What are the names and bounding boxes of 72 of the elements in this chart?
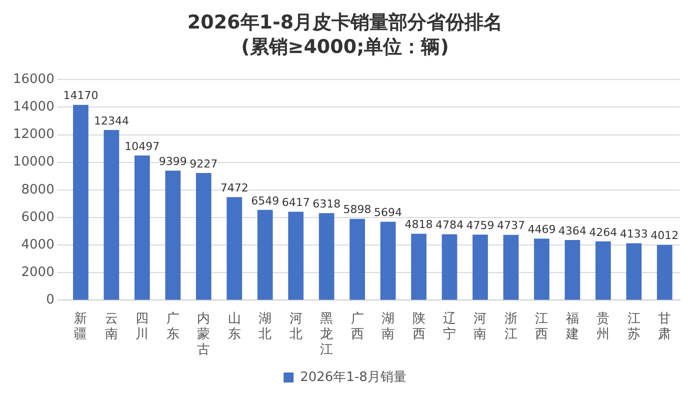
bar (656, 244, 672, 300)
data-label: 6318 (312, 197, 341, 210)
bar (472, 234, 488, 300)
data-label: 7472 (220, 182, 248, 195)
chart-title: 2026年1-8月皮卡销量部分省份排名 (187, 11, 503, 34)
data-label: 4012 (650, 229, 679, 242)
y-tick-label: 6000 (21, 210, 54, 225)
bar (626, 243, 642, 300)
bar (318, 213, 334, 300)
bar (534, 238, 550, 300)
data-label: 9227 (190, 157, 218, 170)
data-label: 4737 (496, 219, 525, 232)
x-tick-label: 河北 (289, 311, 302, 342)
x-tick-label: 内蒙古 (197, 311, 210, 358)
data-label: 10497 (124, 140, 160, 153)
x-tick-label: 四川 (136, 311, 149, 342)
bar (165, 170, 181, 300)
bar (411, 234, 426, 300)
data-label: 4784 (436, 218, 464, 232)
bar (196, 172, 212, 300)
x-tick-label: 浙江 (504, 311, 518, 342)
x-tick-label: 山东 (228, 311, 241, 342)
bar (564, 240, 580, 300)
bar (442, 234, 458, 300)
x-tick-label: 广东 (166, 311, 180, 342)
bar (257, 210, 273, 300)
legend-label: 2026年1-8月销量 (300, 370, 406, 385)
bar (350, 218, 365, 300)
x-tick-label: 福建 (564, 311, 579, 342)
bar (226, 197, 242, 300)
y-tick-label: 8000 (21, 182, 54, 198)
x-tick-label: 黑龙江 (320, 311, 334, 358)
y-tick-label: 14000 (12, 100, 54, 115)
y-tick-label: 4000 (21, 237, 54, 252)
data-label: 14170 (63, 89, 98, 102)
bar (73, 104, 88, 300)
x-tick-label: 陕西 (412, 311, 426, 342)
y-tick-label: 12000 (12, 127, 54, 142)
data-label: 5694 (374, 206, 402, 220)
chart-subtitle: (累销≥4000;单位：辆) (241, 36, 449, 58)
x-tick-label: 广西 (350, 311, 364, 342)
data-label: 12344 (94, 114, 129, 128)
bar (380, 222, 396, 300)
data-label: 4818 (404, 218, 433, 232)
data-label: 4264 (589, 226, 618, 239)
data-label: 6549 (251, 194, 280, 208)
x-tick-label: 湖北 (258, 311, 272, 342)
data-label: 4133 (620, 228, 648, 241)
x-tick-label: 贵州 (596, 311, 610, 342)
bar (134, 155, 150, 300)
x-tick-label: 江苏 (627, 311, 640, 342)
x-tick-label: 甘肃 (658, 311, 672, 342)
x-tick-label: 新疆 (74, 311, 88, 342)
y-tick-label: 16000 (12, 72, 54, 87)
data-label: 4364 (558, 224, 586, 238)
bar (503, 234, 519, 300)
x-tick-label: 辽宁 (443, 311, 456, 342)
data-label: 4759 (466, 218, 494, 232)
bar (595, 241, 611, 300)
bar (104, 130, 120, 300)
x-tick-label: 云南 (104, 311, 118, 342)
data-label: 5898 (343, 203, 372, 216)
data-label: 6417 (282, 196, 310, 210)
x-tick-label: 河南 (474, 311, 487, 342)
y-tick-label: 2000 (21, 265, 54, 280)
bar (288, 212, 304, 300)
x-tick-label: 湖南 (382, 311, 395, 342)
x-tick-label: 江西 (535, 311, 548, 342)
y-tick-label: 10000 (12, 154, 54, 170)
data-label: 9399 (158, 154, 187, 168)
y-tick-label: 0 (46, 292, 54, 308)
data-label: 4469 (528, 222, 556, 236)
